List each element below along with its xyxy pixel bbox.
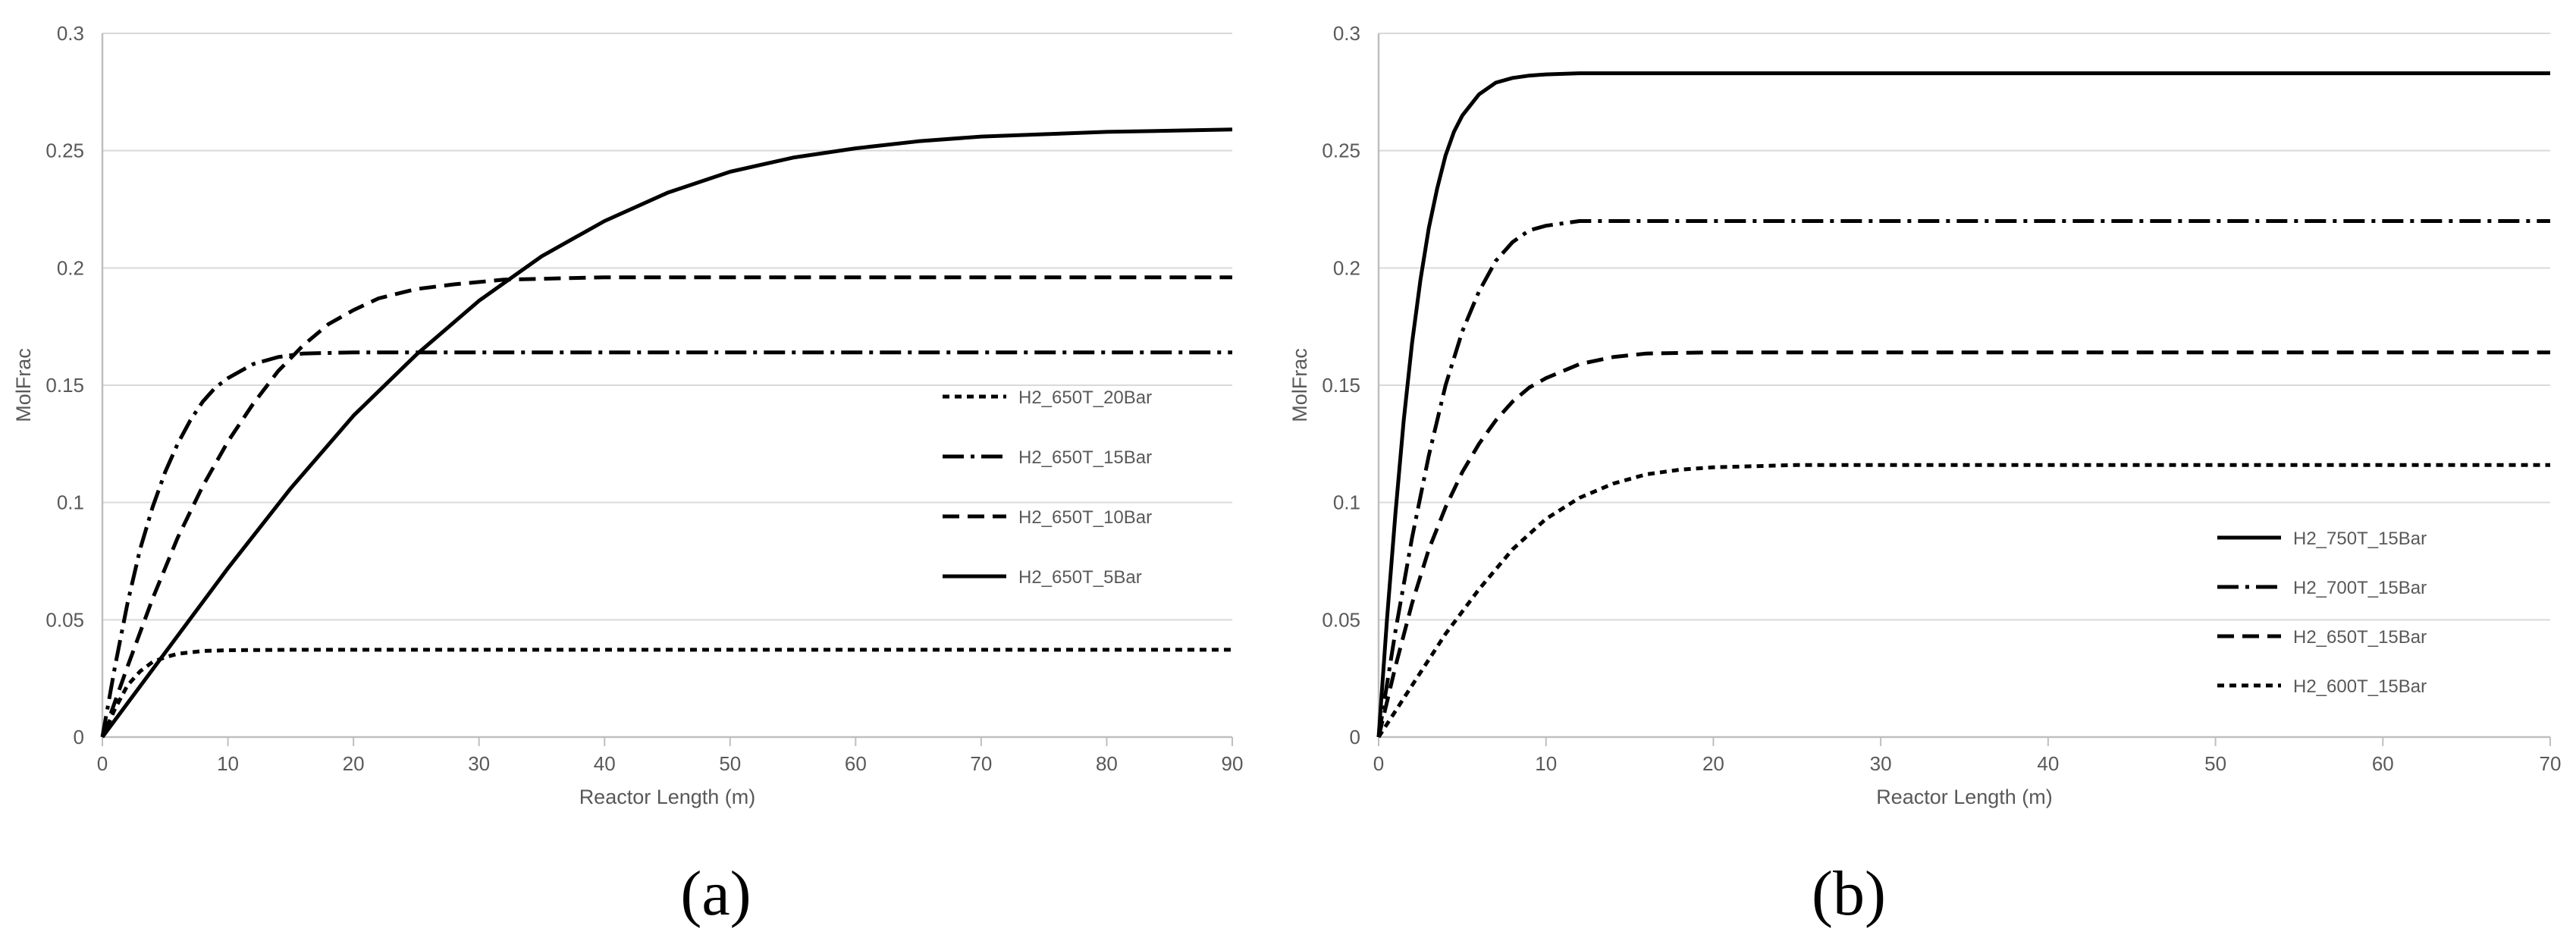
y-tick-label: 0.3 <box>1333 22 1360 45</box>
x-tick-label: 40 <box>2037 752 2059 775</box>
x-tick-label: 30 <box>468 752 490 775</box>
y-tick-label: 0 <box>1350 726 1360 748</box>
legend-label: H2_650T_15Bar <box>1018 447 1152 468</box>
y-tick-label: 0.2 <box>57 256 84 279</box>
x-tick-label: 40 <box>594 752 616 775</box>
y-tick-label: 0 <box>74 726 84 748</box>
y-axis-title: MolFrac <box>12 348 35 422</box>
x-tick-label: 30 <box>1870 752 1892 775</box>
series-line-h2-650t-5bar <box>100 127 1233 739</box>
x-tick-label: 50 <box>719 752 741 775</box>
series-line-h2-650t-10bar <box>100 275 1232 738</box>
x-tick-label: 20 <box>343 752 365 775</box>
x-tick-label: 50 <box>2204 752 2226 775</box>
legend-label: H2_700T_15Bar <box>2293 578 2427 598</box>
x-tick-label: 20 <box>1702 752 1724 775</box>
y-tick-label: 0.1 <box>1333 491 1360 514</box>
x-tick-label: 0 <box>97 752 108 775</box>
y-tick-label: 0.15 <box>45 374 84 397</box>
x-tick-label: 70 <box>970 752 992 775</box>
x-tick-label: 60 <box>2372 752 2394 775</box>
x-tick-label: 10 <box>1535 752 1557 775</box>
legend-label: H2_650T_15Bar <box>2293 627 2427 648</box>
y-axis-title: MolFrac <box>1288 348 1311 422</box>
series-line-h2-650t-15bar <box>1376 350 2550 738</box>
x-tick-label: 80 <box>1096 752 1118 775</box>
x-axis-title: Reactor Length (m) <box>579 786 756 808</box>
x-axis-title: Reactor Length (m) <box>1876 786 2053 808</box>
legend-label: H2_650T_5Bar <box>1018 567 1142 588</box>
x-tick-label: 70 <box>2540 752 2562 775</box>
series-line-h2-650t-20bar <box>100 648 1232 739</box>
legend-label: H2_750T_15Bar <box>2293 529 2427 549</box>
y-tick-label: 0.05 <box>45 608 84 631</box>
y-tick-label: 0.25 <box>45 140 84 162</box>
series-line-h2-650t-15bar <box>100 350 1232 738</box>
legend-label: H2_600T_15Bar <box>2293 676 2427 697</box>
x-tick-label: 10 <box>217 752 239 775</box>
x-tick-label: 60 <box>845 752 867 775</box>
y-tick-label: 0.2 <box>1333 256 1360 279</box>
x-tick-label: 0 <box>1373 752 1384 775</box>
legend-label: H2_650T_10Bar <box>1018 507 1152 528</box>
legend-label: H2_650T_20Bar <box>1018 387 1152 408</box>
panel-a-caption: (a) <box>680 858 751 929</box>
y-tick-label: 0.25 <box>1322 140 1360 162</box>
chart-b: 0 0.05 0.1 0.15 0.2 0.25 0.3 0 10 20 30 40 50 60 70 Rea… <box>1288 22 2561 808</box>
series-line-h2-750t-15bar <box>1376 71 2550 738</box>
y-tick-label: 0.15 <box>1322 374 1360 397</box>
y-tick-label: 0.05 <box>1322 608 1360 631</box>
y-tick-label: 0.1 <box>57 491 84 514</box>
y-tick-label: 0.3 <box>57 22 84 45</box>
series-line-h2-600t-15bar <box>1376 463 2550 739</box>
panel-b-caption: (b) <box>1812 858 1886 929</box>
chart-a: 0 0.05 0.1 0.15 0.2 0.25 0.3 0 10 20 30 40 50 60 70 80 9… <box>12 22 1243 808</box>
x-tick-label: 90 <box>1222 752 1244 775</box>
series-line-h2-700t-15bar <box>1376 219 2550 738</box>
